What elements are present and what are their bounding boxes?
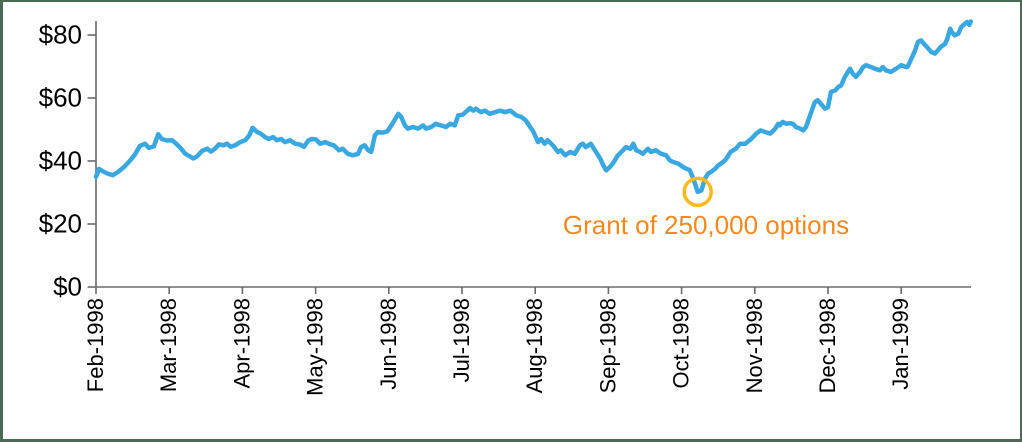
x-tick-label: Sep-1998: [595, 298, 620, 393]
x-tick-label: May-1998: [303, 298, 328, 396]
axis-line: [95, 21, 971, 288]
x-tick-label: Apr-1998: [229, 298, 254, 389]
x-tick-label: Jan-1999: [888, 298, 913, 390]
x-axis-ticks: Feb-1998 Mar-1998 Apr-1998 May-1998 Jun-1998…: [83, 287, 913, 396]
price-line: [93, 19, 973, 195]
y-tick-label: $20: [39, 209, 82, 239]
grant-circle-annotation: [682, 176, 713, 208]
y-tick-label: $0: [53, 272, 82, 302]
grant-annotation-label: Grant of 250,000 options: [563, 210, 849, 240]
x-tick-label: Jul-1998: [449, 298, 474, 382]
stock-price-chart: $0 $20 $40 $60 $80 Feb-1998 Mar-1998 Apr-1998 M…: [39, 19, 973, 396]
x-tick-label: Nov-1998: [742, 298, 767, 393]
x-tick-label: Feb-1998: [83, 298, 108, 392]
y-tick-label: $60: [39, 83, 82, 113]
y-tick-label: $40: [39, 146, 82, 176]
axes: [95, 21, 971, 288]
y-tick-label: $80: [39, 20, 82, 50]
x-tick-label: Mar-1998: [156, 298, 181, 392]
x-tick-label: Dec-1998: [815, 298, 840, 393]
x-tick-label: Jun-1998: [376, 298, 401, 390]
y-axis-ticks: $0 $20 $40 $60 $80: [39, 20, 96, 302]
x-tick-label: Oct-1998: [669, 298, 694, 389]
x-tick-label: Aug-1998: [522, 298, 547, 393]
